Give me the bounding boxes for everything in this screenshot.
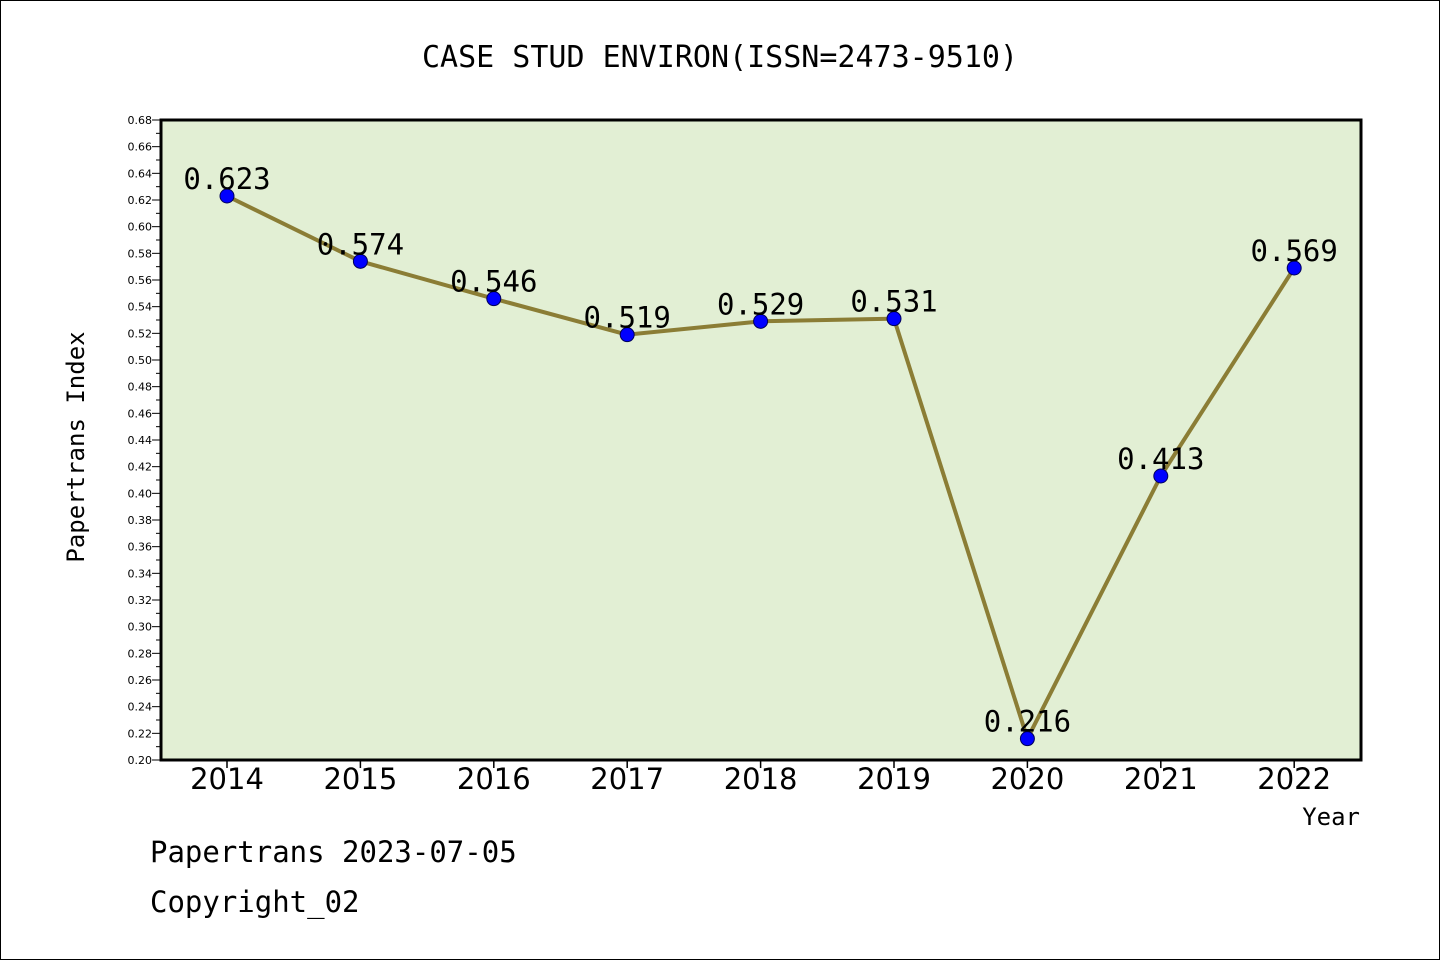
- footer-date-text: Papertrans 2023-07-05: [150, 835, 517, 869]
- y-tick-label: 0.56: [128, 274, 153, 287]
- y-tick-label: 0.26: [128, 674, 153, 687]
- x-tick-label: 2015: [323, 762, 397, 796]
- data-point-marker: [1286, 260, 1302, 276]
- y-tick-label: 0.28: [128, 647, 153, 660]
- data-point-marker: [886, 311, 902, 327]
- data-label: 0.574: [317, 227, 404, 261]
- data-label: 0.569: [1251, 234, 1338, 268]
- y-tick-label: 0.20: [128, 754, 153, 767]
- y-tick-label: 0.62: [128, 194, 153, 207]
- data-label: 0.216: [984, 705, 1071, 739]
- data-point-marker: [486, 291, 502, 307]
- y-tick-label: 0.64: [128, 167, 153, 180]
- y-tick-label: 0.54: [128, 301, 153, 314]
- x-axis-label: Year: [1302, 803, 1360, 831]
- data-labels: 0.623 0.574 0.546 0.519 0.529 0.531 0.216 0.413…: [183, 162, 1338, 739]
- x-tick-label: 2019: [857, 762, 931, 796]
- y-tick-label: 0.42: [128, 461, 153, 474]
- y-tick-label: 0.48: [128, 381, 153, 394]
- y-tick-label: 0.58: [128, 247, 153, 260]
- y-tick-label: 0.40: [128, 487, 153, 500]
- data-point-marker: [219, 188, 235, 204]
- y-tick-label: 0.68: [128, 114, 153, 127]
- chart-title: CASE STUD ENVIRON(ISSN=2473-9510): [422, 40, 1018, 75]
- y-tick-label: 0.44: [128, 434, 153, 447]
- x-tick-label: 2022: [1257, 762, 1331, 796]
- data-label: 0.519: [584, 301, 671, 335]
- footer-copyright-text: Copyright_02: [150, 885, 360, 919]
- series-markers: [219, 188, 1302, 747]
- y-tick-label: 0.34: [128, 567, 153, 580]
- y-axis: 0.20 0.22 0.24 0.26 0.28 0.30 0.32 0.34 0.36 0.38…: [128, 114, 161, 767]
- plot-area: [159, 118, 1363, 762]
- data-point-marker: [619, 327, 635, 343]
- x-tick-label: 2014: [190, 762, 264, 796]
- y-tick-label: 0.50: [128, 354, 153, 367]
- x-tick-label: 2018: [724, 762, 798, 796]
- data-label: 0.546: [450, 265, 537, 299]
- y-tick-label: 0.32: [128, 594, 153, 607]
- x-tick-label: 2021: [1124, 762, 1198, 796]
- y-tick-label: 0.36: [128, 541, 153, 554]
- y-axis-label: Papertrans Index: [62, 331, 90, 562]
- y-tick-label: 0.46: [128, 407, 153, 420]
- x-tick-label: 2020: [990, 762, 1064, 796]
- data-label: 0.413: [1117, 442, 1204, 476]
- data-point-marker: [1019, 731, 1035, 747]
- data-label: 0.531: [850, 285, 937, 319]
- data-label: 0.623: [183, 162, 270, 196]
- data-label: 0.529: [717, 287, 804, 321]
- y-tick-label: 0.38: [128, 514, 153, 527]
- data-point-marker: [352, 253, 368, 269]
- data-point-marker: [753, 313, 769, 329]
- x-tick-label: 2017: [590, 762, 664, 796]
- y-tick-label: 0.30: [128, 621, 153, 634]
- y-tick-label: 0.66: [128, 141, 153, 154]
- x-tick-label: 2016: [457, 762, 531, 796]
- y-tick-label: 0.52: [128, 327, 153, 340]
- y-tick-label: 0.22: [128, 727, 153, 740]
- y-tick-label: 0.60: [128, 221, 153, 234]
- data-point-marker: [1153, 468, 1169, 484]
- y-tick-label: 0.24: [128, 701, 153, 714]
- x-axis: 2014 2015 2016 2017 2018 2019 2020 2021 2022: [190, 760, 1331, 796]
